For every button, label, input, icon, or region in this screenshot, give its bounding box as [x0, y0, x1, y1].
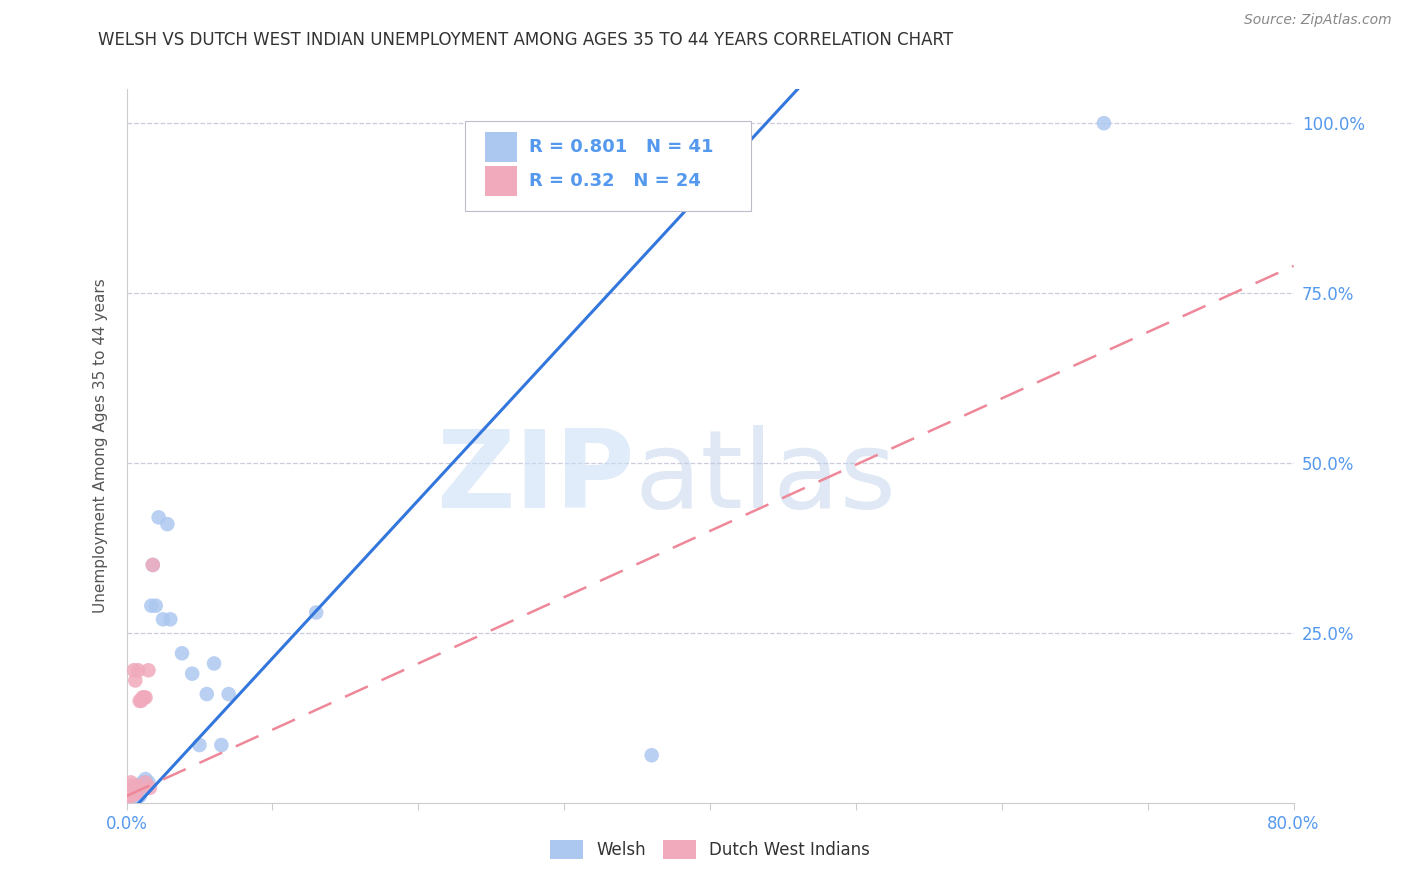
Point: [132, 690, 155, 705]
Point: [188, 738, 211, 752]
Point: [141, 599, 163, 613]
Point: [1092, 116, 1115, 130]
FancyBboxPatch shape: [485, 166, 517, 196]
Point: [120, 775, 142, 789]
Text: ZIP: ZIP: [436, 425, 634, 531]
Point: [122, 663, 145, 677]
Point: [117, 792, 139, 806]
Point: [148, 510, 170, 524]
Text: WELSH VS DUTCH WEST INDIAN UNEMPLOYMENT AMONG AGES 35 TO 44 YEARS CORRELATION CH: WELSH VS DUTCH WEST INDIAN UNEMPLOYMENT …: [98, 31, 953, 49]
Point: [124, 673, 146, 688]
Point: [305, 606, 328, 620]
Point: [121, 786, 143, 800]
Point: [122, 788, 145, 802]
Point: [122, 783, 145, 797]
Point: [128, 694, 150, 708]
Point: [125, 789, 148, 803]
Point: [131, 775, 153, 789]
Point: [209, 738, 232, 752]
Point: [118, 786, 141, 800]
Point: [128, 789, 150, 803]
Point: [640, 748, 664, 763]
Point: [181, 666, 204, 681]
Point: [118, 792, 141, 806]
Point: [121, 786, 143, 800]
Point: [117, 792, 139, 806]
Point: [124, 782, 146, 797]
Point: [142, 558, 165, 572]
Point: [218, 687, 240, 701]
Point: [125, 783, 148, 797]
Text: atlas: atlas: [634, 425, 896, 531]
Point: [152, 612, 174, 626]
Point: [134, 690, 156, 705]
Point: [202, 657, 225, 671]
Point: [120, 789, 142, 803]
Point: [121, 789, 143, 803]
Point: [124, 786, 146, 800]
Text: R = 0.32   N = 24: R = 0.32 N = 24: [529, 172, 702, 190]
Text: Source: ZipAtlas.com: Source: ZipAtlas.com: [1244, 13, 1392, 28]
Point: [170, 646, 193, 660]
Point: [127, 663, 149, 677]
Point: [138, 663, 160, 677]
Point: [120, 786, 142, 800]
Point: [129, 694, 152, 708]
Point: [131, 690, 153, 705]
FancyBboxPatch shape: [485, 132, 517, 162]
Point: [145, 599, 167, 613]
Point: [118, 789, 141, 803]
Point: [195, 687, 218, 701]
Point: [124, 789, 146, 803]
Point: [117, 789, 139, 803]
Point: [122, 790, 145, 805]
Point: [134, 775, 156, 789]
Legend: Welsh, Dutch West Indians: Welsh, Dutch West Indians: [543, 833, 877, 866]
Point: [142, 558, 165, 572]
Point: [132, 775, 155, 789]
Point: [120, 782, 142, 797]
Point: [125, 786, 148, 800]
Point: [122, 788, 145, 802]
Point: [127, 786, 149, 800]
Point: [128, 786, 150, 800]
Point: [134, 772, 156, 786]
Text: R = 0.801   N = 41: R = 0.801 N = 41: [529, 138, 714, 156]
FancyBboxPatch shape: [465, 121, 751, 211]
Point: [129, 783, 152, 797]
Point: [121, 779, 143, 793]
Y-axis label: Unemployment Among Ages 35 to 44 years: Unemployment Among Ages 35 to 44 years: [93, 278, 108, 614]
Point: [125, 779, 148, 793]
Point: [138, 775, 160, 789]
Point: [139, 780, 162, 795]
Point: [159, 612, 181, 626]
Point: [118, 786, 141, 800]
Point: [120, 790, 142, 805]
Point: [156, 517, 179, 532]
Point: [117, 790, 139, 805]
